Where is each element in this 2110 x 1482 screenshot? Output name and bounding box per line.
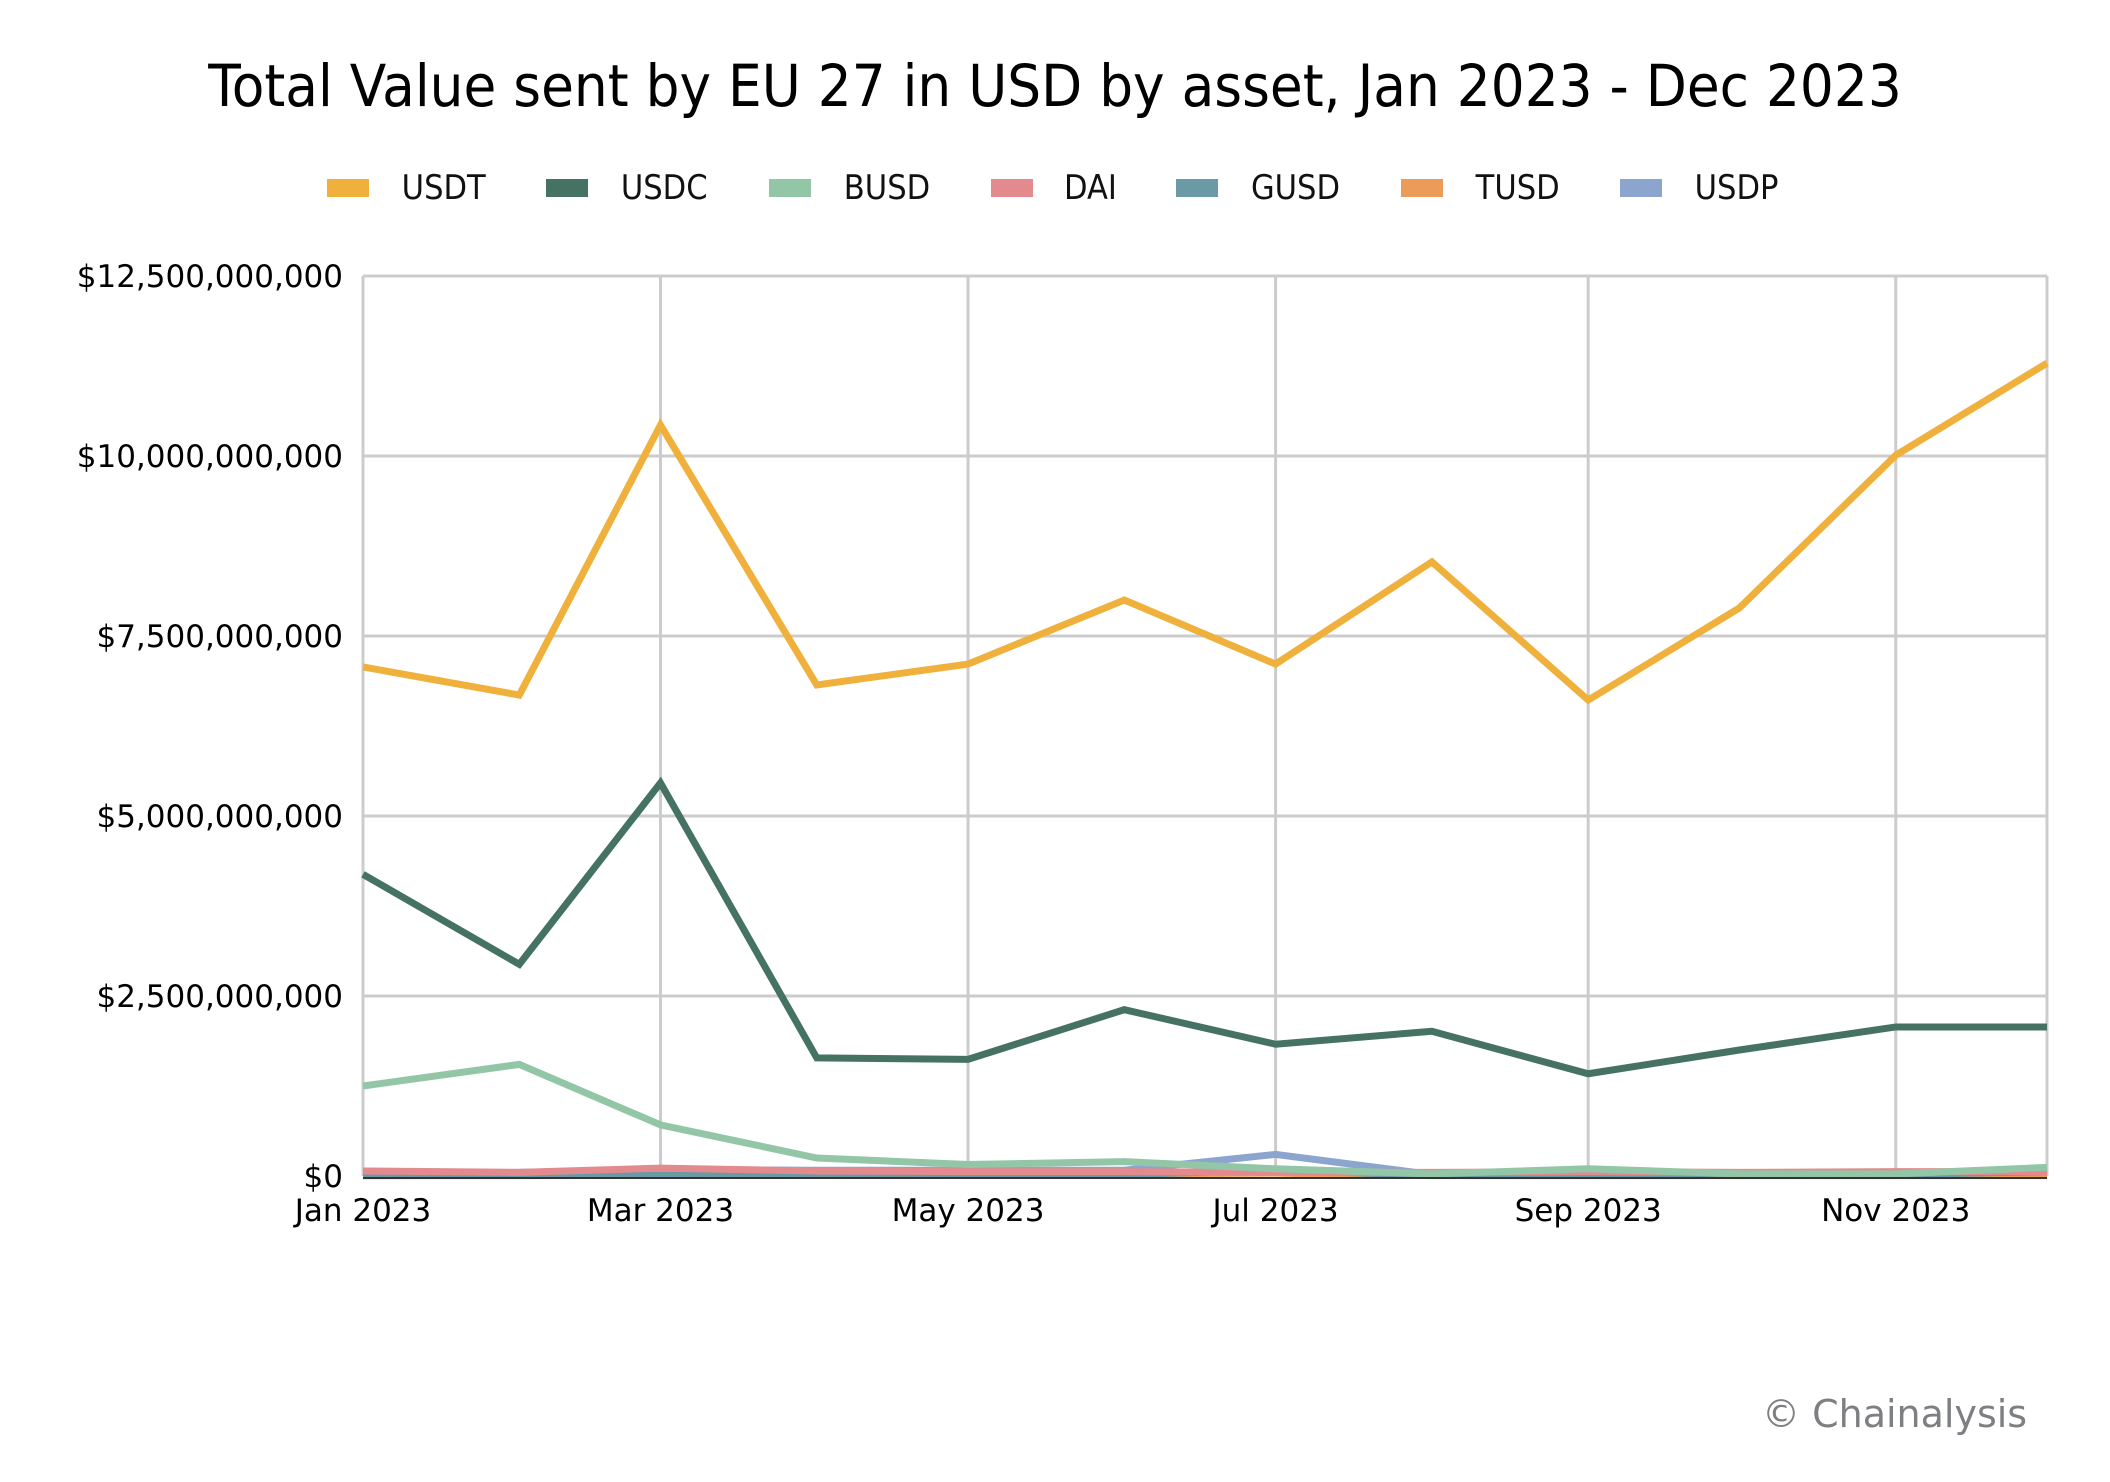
series-line-usdt <box>362 360 2049 705</box>
legend-swatch <box>768 179 811 197</box>
legend-label: USDC <box>621 168 708 208</box>
series-lines <box>361 360 2049 1180</box>
series-line-usdc <box>361 776 2047 1078</box>
legend-item-dai: DAI <box>990 168 1120 208</box>
legend-label: TUSD <box>1475 168 1560 208</box>
y-tick-label: $10,000,000,000 <box>77 439 343 475</box>
y-tick-label: $12,500,000,000 <box>77 259 343 295</box>
legend-item-gusd: GUSD <box>1175 168 1345 208</box>
y-tick-label: $7,500,000,000 <box>96 619 343 655</box>
legend-item-busd: BUSD <box>768 168 935 208</box>
x-tick-label: Jan 2023 <box>293 1193 432 1229</box>
chart-title: Total Value sent by EU 27 in USD by asse… <box>208 52 1902 120</box>
legend-item-usdc: USDC <box>546 168 712 208</box>
legend-swatch <box>1400 179 1443 197</box>
series-line-busd <box>362 1060 2048 1178</box>
x-tick-label: Jul 2023 <box>1211 1193 1339 1229</box>
x-tick-label: Nov 2023 <box>1821 1193 1970 1229</box>
legend-label: USDT <box>401 168 486 208</box>
x-tick-label: Mar 2023 <box>587 1193 734 1229</box>
x-tick-label: Sep 2023 <box>1515 1193 1662 1229</box>
legend-label: GUSD <box>1250 168 1340 208</box>
x-axis-ticks: Jan 2023 Mar 2023 May 2023 Jul 2023 Sep 2023… <box>293 1193 1971 1229</box>
legend-item-usdt: USDT <box>326 168 490 208</box>
x-tick-label: May 2023 <box>892 1193 1045 1229</box>
y-tick-label: $0 <box>304 1159 343 1195</box>
legend-label: USDP <box>1694 168 1779 208</box>
legend-label: BUSD <box>843 168 930 208</box>
legend-item-usdp: USDP <box>1619 168 1783 208</box>
chainalysis-credit: © Chainalysis <box>1762 1392 2028 1436</box>
legend: USDT USDC BUSD DAI GUSD TUSD USDP <box>0 168 2110 208</box>
legend-swatch <box>1175 179 1218 197</box>
legend-label: DAI <box>1063 168 1117 208</box>
legend-item-tusd: TUSD <box>1400 168 1564 208</box>
legend-swatch <box>326 179 369 197</box>
legend-swatch <box>546 179 589 197</box>
y-tick-label: $5,000,000,000 <box>96 799 343 835</box>
y-axis-ticks: $0 $2,500,000,000 $5,000,000,000 $7,500,000… <box>77 259 343 1195</box>
y-tick-label: $2,500,000,000 <box>96 979 343 1015</box>
legend-swatch <box>990 179 1033 197</box>
legend-swatch <box>1619 179 1662 197</box>
